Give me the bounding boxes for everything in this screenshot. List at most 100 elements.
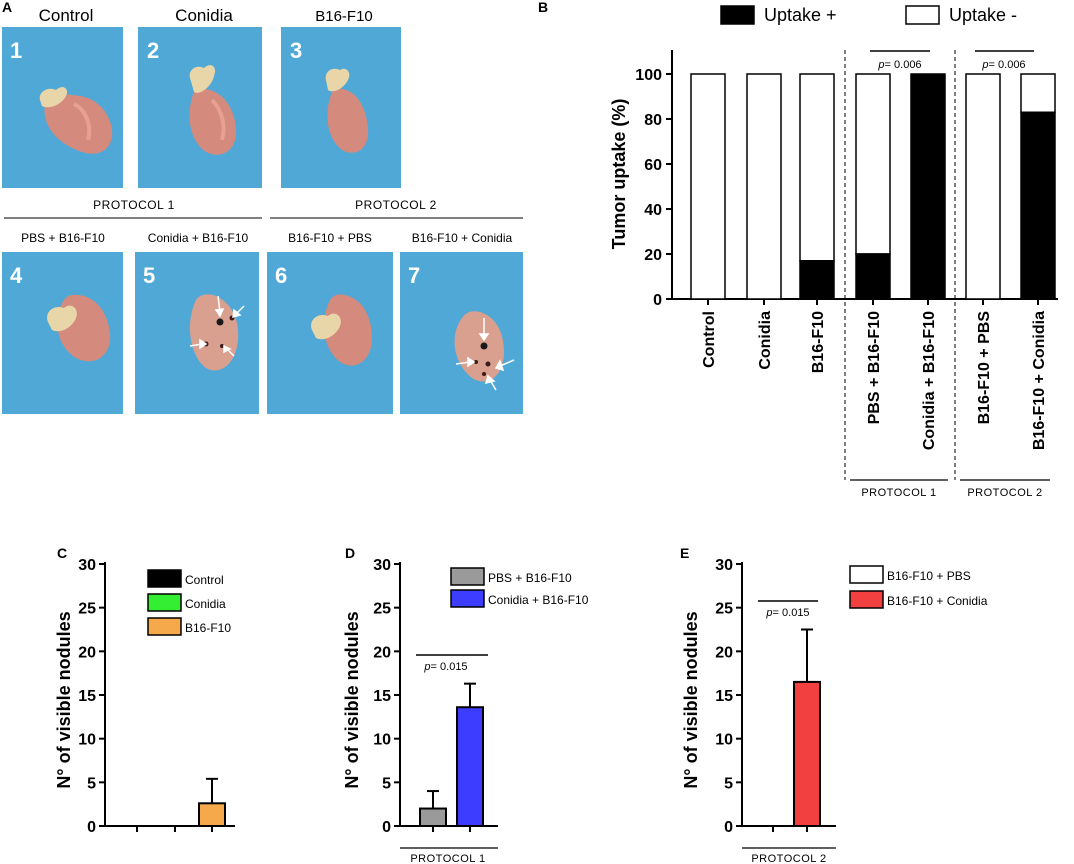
c-legend: Control Conidia B16-F10: [147, 569, 231, 636]
liver-tissue: [189, 65, 216, 93]
legend-label: B16-F10 + PBS: [887, 569, 971, 583]
d-plot: 0 5 10 15 20 25 30: [373, 557, 498, 836]
b-x-tick-label: Conidia + B16-F10: [921, 311, 938, 450]
y-tick-label: 15: [715, 688, 733, 705]
y-tick-label: 10: [373, 732, 391, 749]
legend-swatch: [849, 565, 884, 584]
b-x-tick-label: PBS + B16-F10: [866, 311, 883, 424]
bar: [419, 807, 447, 827]
b-p-value-1: p= 0.006: [877, 59, 921, 71]
y-tick-label: 5: [382, 775, 391, 792]
nodule-arrows: [189, 295, 245, 357]
protocol-2-header: PROTOCOL 2: [355, 198, 437, 212]
legend-label: Control: [185, 573, 224, 587]
nodule: [474, 360, 478, 364]
legend-swatch-uptake-negative: [905, 5, 940, 25]
legend-swatch: [450, 589, 485, 608]
y-tick-label: 30: [373, 557, 391, 574]
liver-lobe: [454, 311, 504, 382]
liver-highlight: [72, 102, 92, 141]
e-legend: B16-F10 + PBS B16-F10 + Conidia: [849, 565, 988, 609]
b-p-value-2: p= 0.006: [981, 59, 1025, 71]
d-legend: PBS + B16-F10 Conidia + B16-F10: [450, 567, 589, 608]
photo-7: 7: [400, 252, 523, 414]
b-bar-uptake-negative: [799, 73, 835, 262]
photo-1-label: Control: [39, 6, 94, 25]
photo-4-label: PBS + B16-F10: [21, 231, 105, 245]
b-y-tick-label: 60: [644, 157, 662, 174]
c-y-axis-label: N° of visible nodules: [54, 611, 74, 788]
panel-c-letter: C: [57, 545, 67, 561]
b-bars: [690, 73, 1056, 305]
b-bar-uptake-negative: [965, 73, 1001, 300]
b-x-axis-labels: Control Conidia B16-F10 PBS + B16-F10 Conidi…: [701, 311, 1048, 450]
nodule: [482, 372, 486, 376]
b-y-tick-label: 40: [644, 202, 662, 219]
d-y-axis-label: N° of visible nodules: [342, 611, 362, 788]
photo-5-label: Conidia + B16-F10: [148, 231, 249, 245]
b-y-tick-label: 20: [644, 247, 662, 264]
panel-a: A Control Conidia B16-F10 1 2 3 PR: [2, 0, 523, 414]
photo-5: 5: [135, 252, 259, 414]
y-tick-label: 25: [78, 601, 96, 618]
liver-tissue: [311, 313, 341, 340]
liver-tissue: [39, 87, 68, 108]
nodule-arrows: [455, 318, 515, 391]
d-protocol-label: PROTOCOL 1: [410, 853, 485, 864]
photo-2-label: Conidia: [175, 6, 233, 25]
b-protocol-1-label: PROTOCOL 1: [861, 487, 936, 499]
legend-label: Conidia: [185, 597, 226, 611]
legend-label-uptake-negative: Uptake -: [949, 5, 1017, 25]
b-y-tick-label: 80: [644, 112, 662, 129]
b-bar-uptake-positive: [855, 253, 891, 300]
b-bar-uptake-negative: [690, 73, 726, 300]
liver-lobe: [327, 88, 369, 153]
b-x-tick-label: Control: [701, 311, 718, 368]
photo-1-number: 1: [10, 38, 22, 63]
y-tick-label: 25: [373, 601, 391, 618]
protocol-1-header: PROTOCOL 1: [93, 198, 175, 212]
y-tick-label: 30: [715, 557, 733, 574]
panel-d: D N° of visible nodules 0 5 10 15 20 25 30 PBS…: [342, 545, 589, 864]
e-y-axis-label: N° of visible nodules: [681, 611, 701, 788]
y-tick-label: 10: [715, 732, 733, 749]
y-tick-label: 15: [78, 688, 96, 705]
b-bar-uptake-negative: [746, 73, 782, 300]
c-plot: 0 5 10 15 20 25 30: [78, 557, 235, 836]
e-protocol-label: PROTOCOL 2: [751, 853, 826, 864]
legend-label: B16-F10: [185, 621, 231, 635]
photo-2-number: 2: [147, 38, 159, 63]
b-y-axis-label: Tumor uptake (%): [609, 99, 629, 250]
photo-6: 6: [267, 252, 393, 414]
photo-2: 2: [138, 27, 262, 188]
photo-5-number: 5: [143, 263, 155, 288]
panel-a-letter: A: [2, 0, 12, 15]
e-p-value: p= 0.015: [765, 607, 809, 619]
legend-swatch-uptake-positive: [720, 5, 755, 25]
panel-b: B Uptake + Uptake - Tumor uptake (%) 0 20…: [538, 0, 1058, 499]
y-tick-label: 20: [715, 644, 733, 661]
legend-swatch: [147, 593, 182, 612]
photo-4-number: 4: [10, 263, 23, 288]
y-tick-label: 20: [373, 644, 391, 661]
b-x-tick-label: B16-F10 + Conidia: [1031, 311, 1048, 450]
panel-d-letter: D: [345, 545, 355, 561]
nodule: [485, 361, 491, 367]
e-plot: 0 5 10 15 20 25 30: [715, 557, 836, 836]
legend-label: Conidia + B16-F10: [488, 593, 589, 607]
y-tick-label: 5: [724, 775, 733, 792]
legend-label: B16-F10 + Conidia: [887, 594, 988, 608]
y-tick-label: 15: [373, 688, 391, 705]
panel-b-letter: B: [538, 0, 548, 15]
liver-highlight: [210, 98, 226, 141]
photo-7-label: B16-F10 + Conidia: [412, 231, 513, 245]
b-x-tick-label: Conidia: [757, 311, 774, 370]
b-y-tick-label: 0: [653, 292, 662, 309]
photo-1: 1: [2, 27, 123, 188]
y-tick-label: 0: [87, 819, 96, 836]
b-x-tick-label: B16-F10: [810, 311, 827, 373]
legend-label: PBS + B16-F10: [488, 571, 572, 585]
y-tick-label: 0: [382, 819, 391, 836]
b-bar-uptake-negative: [1020, 73, 1056, 113]
